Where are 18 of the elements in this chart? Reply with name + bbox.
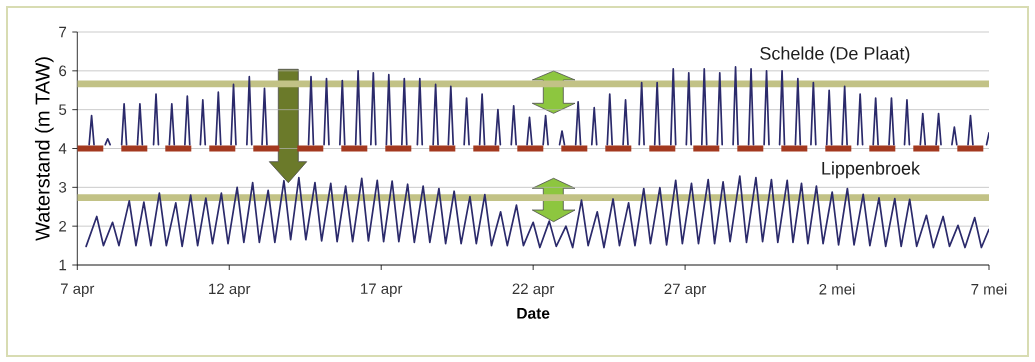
x-tick-label: 12 apr — [209, 283, 251, 298]
y-tick-label: 2 — [59, 220, 67, 232]
y-tick-label: 3 — [59, 182, 67, 193]
x-tick-label: 27 apr — [664, 283, 707, 298]
x-tick-label: 7 apr — [60, 283, 95, 297]
x-tick-label: 17 apr — [361, 283, 403, 297]
series-label: Lippenbroek — [822, 161, 921, 179]
y-axis-title: Waterstand (m TAW) — [34, 57, 54, 241]
x-tick-label: 7 mei — [971, 283, 1007, 295]
x-tick-label: 2 mei — [819, 283, 855, 295]
y-tick-label: 5 — [59, 104, 67, 115]
x-tick-label: 22 apr — [512, 283, 555, 298]
y-tick-label: 1 — [59, 259, 67, 271]
y-tick-label: 4 — [58, 143, 67, 154]
series-label: Schelde (De Plaat) — [760, 46, 910, 64]
y-tick-label: 6 — [59, 65, 67, 77]
x-axis-title: Date — [517, 307, 550, 319]
y-tick-label: 7 — [59, 26, 67, 38]
